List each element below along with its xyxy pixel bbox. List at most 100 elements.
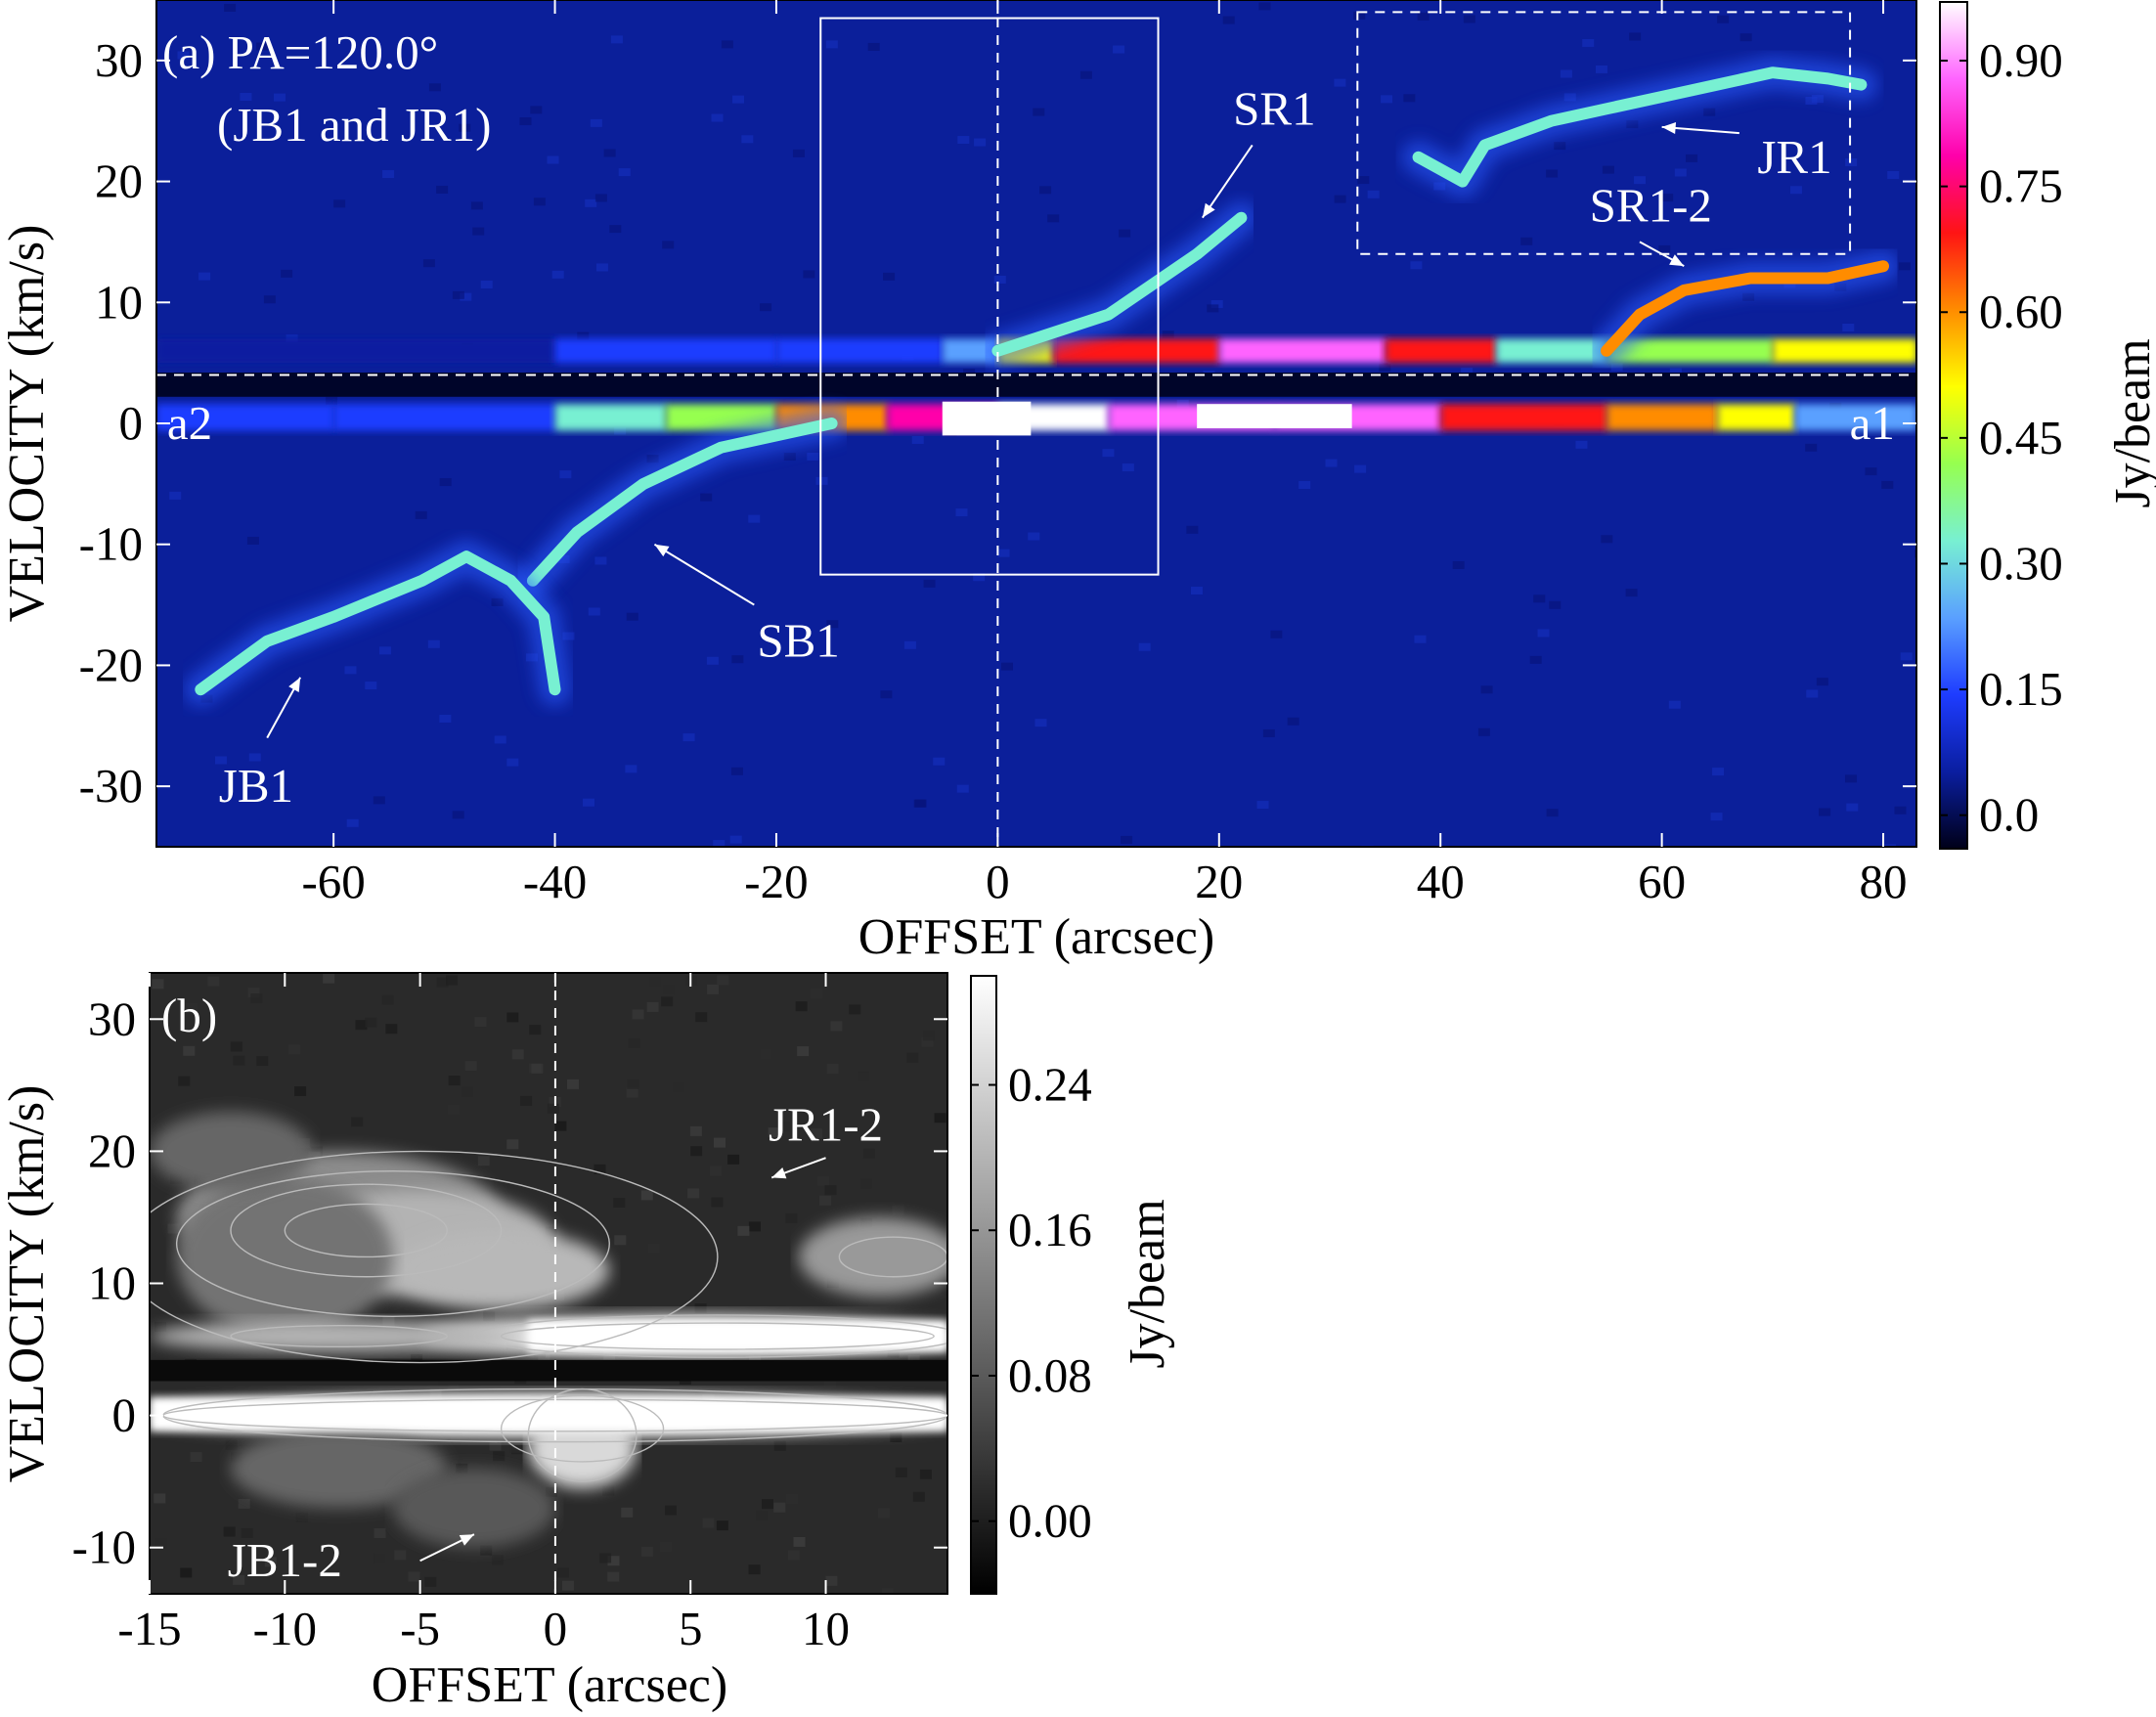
panel-b-colorbar-tick-label: 0.00: [1008, 1494, 1092, 1548]
panel-a-noise-pixel: [1582, 39, 1594, 47]
panel-a-noise-pixel: [472, 228, 484, 236]
panel-a-noise-pixel: [1546, 169, 1558, 177]
panel-b-x-tick-label: -5: [400, 1602, 440, 1655]
panel-a-noise-pixel: [1845, 774, 1857, 782]
panel-a-noise-pixel: [1520, 238, 1532, 245]
panel-b-noise-pixel: [827, 1064, 839, 1074]
panel-a-noise-pixel: [1895, 807, 1907, 814]
panel-a-noise-pixel: [1865, 467, 1876, 475]
panel-b-noise-pixel: [707, 985, 719, 994]
panel-b-noise-pixel: [628, 1038, 639, 1048]
panel-a-annotation: a2: [167, 396, 212, 450]
panel-b-noise-pixel: [478, 1156, 490, 1166]
panel-b-noise-pixel: [817, 1176, 829, 1186]
panel-b-emission-blob: [799, 1217, 961, 1297]
panel-a-noise-pixel: [604, 149, 616, 156]
panel-a-noise-pixel: [1603, 166, 1614, 174]
panel-b-noise-pixel: [462, 1087, 473, 1097]
panel-a-noise-pixel: [1916, 765, 1928, 772]
panel-b-colorbar-label: Jy/beam: [1120, 1199, 1175, 1368]
panel-a-noise-pixel: [264, 295, 276, 303]
panel-a-noise-pixel: [826, 40, 838, 48]
panel-b-noise-pixel: [797, 1046, 809, 1056]
panel-a-noise-pixel: [1335, 196, 1346, 203]
panel-b-noise-pixel: [690, 1126, 702, 1136]
panel-a-y-tick-label: 10: [95, 275, 143, 329]
panel-a-noise-pixel: [1256, 801, 1268, 809]
panel-a-noise-pixel: [1414, 636, 1426, 643]
panel-b-noise-pixel: [890, 1432, 902, 1442]
panel-b-noise-pixel: [711, 1197, 723, 1207]
panel-b-noise-pixel: [703, 1519, 715, 1528]
panel-a-noise-pixel: [1703, 109, 1715, 116]
panel-a-noise-pixel: [1669, 701, 1681, 709]
panel-a-noise-pixel: [548, 156, 559, 164]
panel-b-noise-pixel: [465, 1061, 477, 1071]
panel-a-noise-pixel: [1047, 214, 1059, 222]
panel-a-noise-pixel: [1675, 168, 1687, 176]
panel-b-noise-pixel: [365, 1018, 376, 1028]
panel-a-label: (a) PA=120.0°: [162, 25, 438, 79]
panel-a-red-cloud-segment: [156, 338, 556, 363]
panel-b-noise-pixel: [613, 1198, 625, 1208]
panel-a-red-cloud-segment: [1219, 338, 1386, 363]
panel-b-noise-pixel: [858, 1072, 869, 1081]
panel-b-noise-pixel: [923, 1031, 935, 1040]
panel-a-noise-pixel: [1464, 15, 1475, 22]
panel-a-noise-pixel: [998, 550, 1010, 557]
panel-a-noise-pixel: [732, 96, 744, 104]
panel-b-noise-pixel: [191, 1452, 202, 1462]
panel-a-y-tick-label: -20: [79, 638, 143, 691]
panel-a-x-tick-label: -60: [301, 855, 365, 908]
panel-b-noise-pixel: [296, 1513, 308, 1522]
panel-b-noise-pixel: [660, 1542, 672, 1552]
panel-b-noise-pixel: [178, 1077, 190, 1086]
panel-a-noise-pixel: [429, 83, 441, 91]
panel-b-noise-pixel: [695, 1303, 707, 1313]
panel-b-noise-pixel: [554, 1122, 566, 1131]
panel-b-noise-pixel: [727, 1155, 739, 1165]
panel-b-colorbar: [971, 976, 996, 1594]
panel-b-y-axis-title: VELOCITY (km/s): [0, 1085, 55, 1483]
panel-a-noise-pixel: [247, 537, 259, 545]
panel-a-noise-pixel: [1846, 804, 1858, 812]
panel-a-noise-pixel: [326, 397, 337, 405]
panel-a-noise-pixel: [1368, 191, 1380, 198]
panel-b-noise-pixel: [493, 1451, 505, 1461]
panel-a-noise-pixel: [559, 470, 571, 478]
panel-b-noise-pixel: [374, 1528, 386, 1538]
panel-a-noise-pixel: [722, 40, 733, 48]
panel-b-y-tick-label: -10: [72, 1520, 136, 1574]
panel-a-noise-pixel: [1547, 809, 1559, 816]
panel-a-noise-pixel: [596, 263, 608, 271]
panel-a-red-cloud-segment: [1773, 338, 1917, 363]
panel-b-noise-pixel: [520, 1096, 532, 1106]
panel-b-noise-pixel: [599, 1553, 611, 1563]
panel-b-emission-blob: [393, 1469, 555, 1548]
panel-a-noise-pixel: [481, 281, 493, 288]
panel-a-noise-pixel: [585, 199, 596, 207]
panel-a-noise-pixel: [760, 303, 771, 311]
panel-b-noise-pixel: [785, 1213, 797, 1223]
panel-a-colorbar-tick-label: 0.60: [1979, 285, 2063, 338]
panel-b-noise-pixel: [474, 1017, 486, 1027]
panel-b-noise-pixel: [796, 1001, 808, 1011]
panel-a-noise-pixel: [611, 35, 623, 43]
panel-a-noise-pixel: [1223, 17, 1235, 24]
panel-a-noise-pixel: [1001, 663, 1013, 671]
panel-a-x-tick-label: 40: [1417, 855, 1465, 908]
panel-a-noise-pixel: [281, 270, 292, 278]
panel-b-noise-pixel: [627, 1088, 638, 1098]
panel-b-y-tick-label: 0: [112, 1388, 137, 1442]
panel-a-colorbar-tick-label: 0.90: [1979, 33, 2063, 87]
panel-b-x-tick-label: 10: [802, 1602, 850, 1655]
panel-b-noise-pixel: [548, 1104, 559, 1114]
panel-a-noise-pixel: [1887, 171, 1899, 179]
panel-a-noise-pixel: [1806, 689, 1818, 697]
panel-b-noise-pixel: [394, 1550, 406, 1560]
panel-a-ambient-cloud-segment: [1606, 404, 1718, 430]
panel-a-noise-pixel: [344, 666, 356, 674]
panel-a-ambient-peak: [943, 402, 1032, 436]
panel-b: -15 -10 -5 0 5 10 30 20 10 0 -10 JR1-2 JB1-2 (b) O…: [0, 973, 1175, 1713]
panel-b-noise-pixel: [183, 1046, 195, 1056]
